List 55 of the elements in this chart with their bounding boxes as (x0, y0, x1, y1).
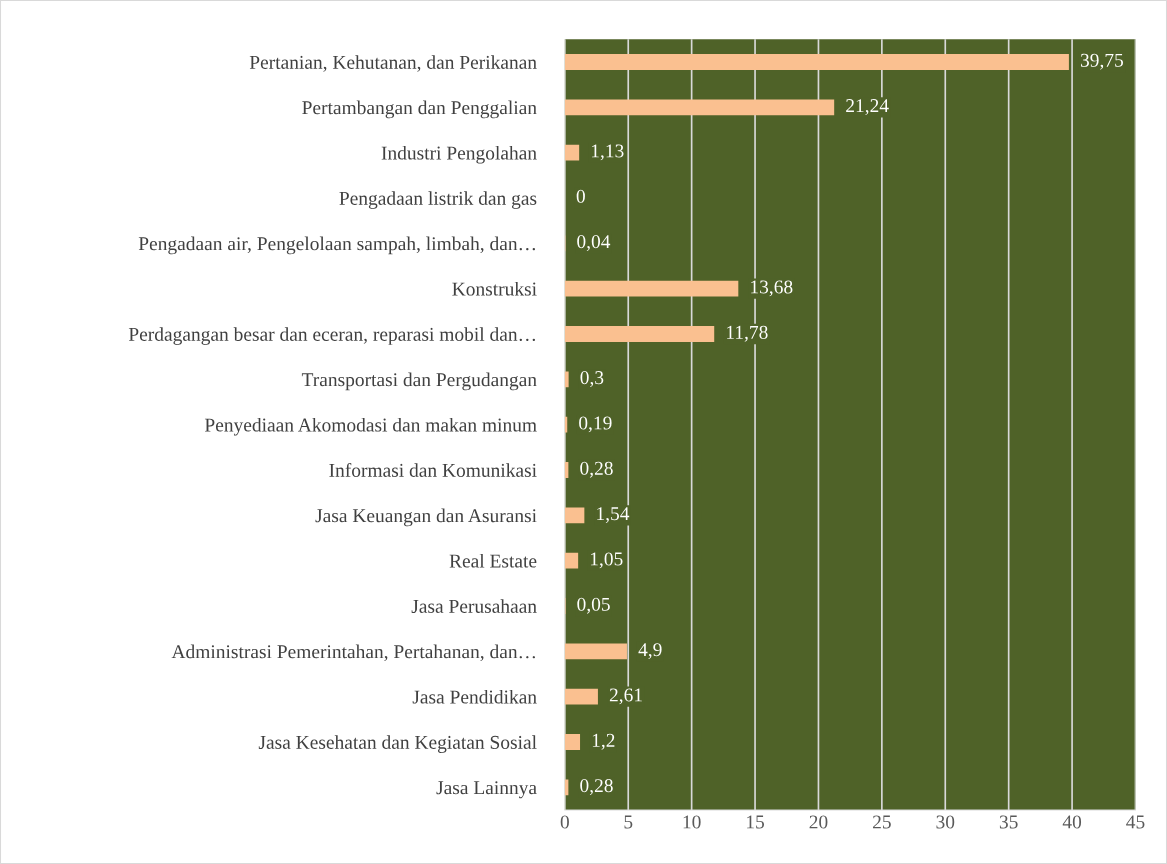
x-tick-label: 0 (560, 815, 569, 829)
data-label: 11,78 (727, 325, 768, 342)
data-label: 1,54 (597, 507, 630, 523)
data-label: 0,28 (580, 461, 613, 478)
bar (564, 144, 580, 161)
data-label: 0,04 (577, 235, 611, 251)
x-tick-label: 40 (1062, 815, 1082, 829)
y-tick-label: Perdagangan besar dan eceran, reparasi mobil dan… (128, 327, 535, 345)
bar (564, 99, 835, 116)
y-tick-label: Jasa Perusahaan (411, 599, 537, 613)
bar (564, 54, 1069, 70)
y-tick-label: Transportasi dan Pergudangan (301, 372, 537, 391)
bar (564, 371, 569, 388)
data-label: 0,19 (579, 416, 612, 433)
data-label: 0 (576, 189, 585, 203)
y-tick-label: Penyediaan Akomodasi dan makan minum (204, 417, 537, 436)
bar (564, 507, 585, 524)
bar (564, 643, 627, 660)
data-label: 0,3 (580, 371, 604, 387)
bar (564, 552, 579, 569)
y-tick-label: Pertanian, Kehutanan, dan Perikanan (249, 55, 537, 72)
x-tick-label: 5 (624, 815, 633, 829)
x-tick-label: 30 (936, 815, 955, 829)
y-tick-label: Informasi dan Komunikasi (329, 463, 537, 477)
data-label: 39,75 (1080, 53, 1124, 70)
x-tick-label: 10 (683, 815, 701, 829)
data-label: 13,68 (751, 280, 793, 297)
y-tick-label: Pertambangan dan Penggalian (302, 100, 537, 119)
data-label: 0,28 (580, 779, 613, 795)
x-tick-label: 25 (872, 815, 891, 829)
y-tick-label: Pengadaan air, Pengelolaan sampah, limbah, dan… (138, 236, 535, 255)
bar (564, 688, 598, 705)
data-label: 4,9 (638, 643, 662, 659)
data-label: 1,2 (592, 733, 615, 750)
data-label: 1,13 (591, 144, 624, 161)
y-tick-label: Jasa Kesehatan dan Kegiatan Sosial (258, 735, 537, 753)
bar (564, 734, 581, 750)
x-tick-label: 45 (1126, 815, 1145, 829)
data-label: 2,61 (609, 688, 642, 705)
y-tick-label: Real Estate (449, 553, 537, 568)
data-label: 21,24 (846, 99, 889, 115)
x-tick-label: 20 (809, 815, 828, 829)
x-tick-label: 15 (747, 815, 765, 829)
x-tick-label: 35 (999, 815, 1018, 829)
y-tick-label: Jasa Keuangan dan Asuransi (315, 508, 537, 527)
data-label: 1,05 (590, 552, 623, 569)
data-label: 0,05 (577, 597, 610, 614)
bar (564, 280, 739, 297)
y-tick-label: Pengadaan listrik dan gas (339, 191, 537, 209)
y-tick-label: Konstruksi (452, 281, 537, 296)
y-tick-label: Administrasi Pemerintahan, Pertahanan, dan… (171, 644, 535, 662)
bar (564, 326, 715, 342)
y-tick-label: Jasa Lainnya (436, 781, 537, 799)
y-tick-label: Jasa Pendidikan (412, 689, 537, 704)
y-tick-label: Industri Pengolahan (381, 145, 537, 164)
